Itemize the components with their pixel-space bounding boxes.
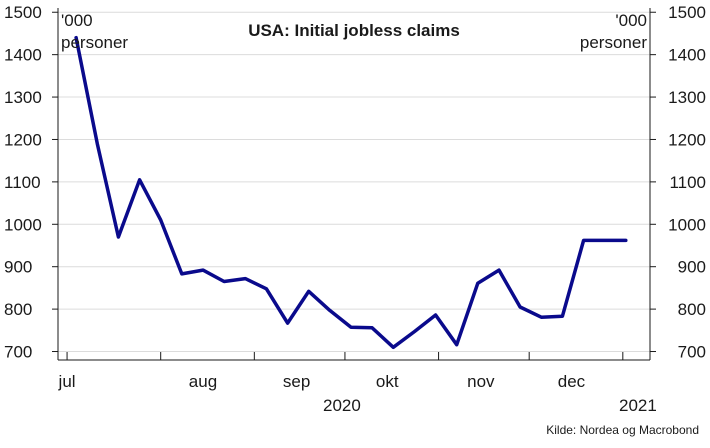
left-y-tick-label: 800 <box>4 300 32 319</box>
x-month-label: sep <box>283 372 310 391</box>
right-y-tick-label: 1400 <box>668 46 706 65</box>
left-y-tick-label: 1400 <box>4 46 42 65</box>
left-y-tick-label: 1500 <box>4 3 42 22</box>
x-year-label: 2021 <box>619 396 657 415</box>
right-y-tick-label: 700 <box>678 343 706 362</box>
right-unit-line-2: personer <box>580 33 647 52</box>
x-month-label: dec <box>558 372 586 391</box>
right-y-tick-label: 1200 <box>668 130 706 149</box>
series-lines <box>74 35 628 350</box>
right-y-tick-label: 800 <box>678 300 706 319</box>
series-line <box>74 35 628 350</box>
left-y-tick-label: 700 <box>4 343 32 362</box>
x-month-label: nov <box>467 372 495 391</box>
left-y-tick-label: 1100 <box>4 173 41 192</box>
x-tick-labels: jul aug sep okt nov dec 2020 2021 <box>58 372 657 415</box>
source-note: Kilde: Nordea og Macrobond <box>546 423 699 437</box>
left-y-tick-label: 1300 <box>4 88 42 107</box>
left-unit-line-2: personer <box>61 33 128 52</box>
left-y-tick-label: 1000 <box>4 215 42 234</box>
right-unit-line-1: '000 <box>615 11 647 30</box>
x-ticks <box>66 352 624 360</box>
left-y-tick-label: 1200 <box>4 130 42 149</box>
x-month-label: aug <box>189 372 217 391</box>
left-y-tick-label: 900 <box>4 258 32 277</box>
gridlines <box>58 11 650 353</box>
chart-title: USA: Initial jobless claims <box>248 21 460 40</box>
left-y-ticks: 700 800 900 1000 1100 1200 1300 1400 1500 <box>4 3 58 362</box>
right-y-tick-label: 1300 <box>668 88 706 107</box>
right-y-tick-label: 900 <box>678 258 706 277</box>
left-unit-line-1: '000 <box>61 11 93 30</box>
right-y-tick-label: 1000 <box>668 215 706 234</box>
x-year-label: 2020 <box>323 396 361 415</box>
x-month-label: okt <box>376 372 399 391</box>
right-y-ticks: 700 800 900 1000 1100 1200 1300 1400 1500 <box>650 3 706 362</box>
right-y-tick-label: 1100 <box>669 173 706 192</box>
right-y-tick-label: 1500 <box>668 3 706 22</box>
x-month-label: jul <box>58 372 76 391</box>
